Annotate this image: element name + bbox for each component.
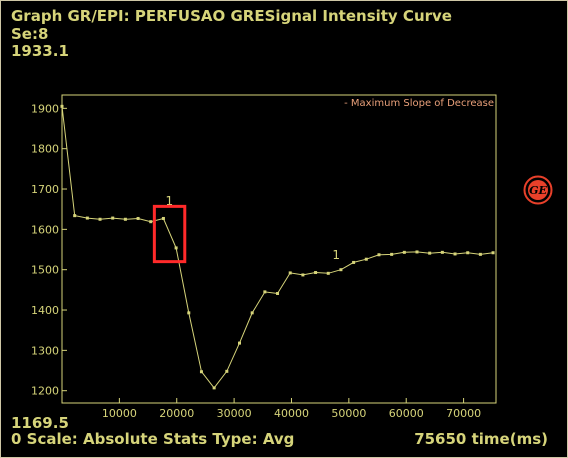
plot-frame — [61, 94, 497, 404]
data-point — [377, 253, 381, 257]
y-tick-label: 1400 — [31, 304, 59, 317]
y-tick-label: 1700 — [31, 183, 59, 196]
data-point — [199, 370, 203, 374]
scale-status-line: 0 Scale: Absolute Stats Type: Avg — [11, 430, 294, 448]
data-point — [276, 291, 280, 295]
x-tick-label: 50000 — [331, 407, 366, 420]
data-point — [314, 271, 318, 275]
data-point — [238, 341, 242, 345]
data-point — [161, 216, 165, 220]
series-label: Se:8 — [11, 25, 49, 43]
data-point — [288, 271, 292, 275]
data-point — [136, 216, 140, 220]
data-point — [60, 104, 64, 108]
data-point — [390, 252, 394, 256]
x-tick-label: 30000 — [217, 407, 252, 420]
data-point — [73, 214, 77, 218]
data-point — [123, 217, 127, 221]
y-tick-label: 1300 — [31, 344, 59, 357]
data-point — [339, 268, 343, 272]
scale-prefix: 0 Scale: — [11, 430, 78, 448]
ge-logo-icon: GE — [523, 175, 553, 205]
data-point — [440, 250, 444, 254]
data-point — [111, 216, 115, 220]
svg-text:GE: GE — [529, 184, 547, 197]
data-point — [352, 260, 356, 264]
data-point — [415, 250, 419, 254]
data-point — [402, 250, 406, 254]
series-line — [61, 106, 494, 389]
graph-title: Graph GR/EPI: PERFUSAO GRESignal Intensi… — [11, 7, 452, 25]
max-slope-highlight-box — [152, 204, 187, 264]
top-value: 1933.1 — [11, 42, 69, 60]
data-point — [174, 246, 178, 250]
legend-entry: - Maximum Slope of Decrease — [344, 98, 494, 109]
x-tick-label: 60000 — [389, 407, 424, 420]
y-tick-label: 1600 — [31, 223, 59, 236]
data-point — [301, 273, 305, 277]
data-point — [364, 257, 368, 261]
stats-value: Avg — [262, 430, 295, 448]
annotation-label: 1 — [332, 248, 340, 262]
data-point — [491, 251, 495, 255]
data-point — [263, 290, 267, 294]
data-point — [428, 251, 432, 255]
stats-prefix: Stats Type: — [163, 430, 258, 448]
data-point — [478, 252, 482, 256]
data-point — [85, 216, 89, 220]
annotation-label: 1 — [165, 194, 173, 208]
time-value: 75650 — [414, 430, 467, 448]
data-point — [453, 252, 457, 256]
x-tick-label: 20000 — [159, 407, 194, 420]
x-tick-label: 10000 — [102, 407, 137, 420]
data-point — [149, 220, 153, 224]
data-point — [225, 369, 229, 373]
data-point — [98, 217, 102, 221]
y-tick-label: 1200 — [31, 385, 59, 398]
data-point — [326, 271, 330, 275]
time-readout: 75650 time(ms) — [414, 430, 548, 448]
bottom-value: 1169.5 — [11, 414, 69, 432]
data-point — [187, 311, 191, 315]
y-tick-label: 1500 — [31, 264, 59, 277]
x-tick-label: 40000 — [274, 407, 309, 420]
data-point — [250, 311, 254, 315]
y-tick-label: 1900 — [31, 102, 59, 115]
scale-value: Absolute — [83, 430, 158, 448]
y-tick-label: 1800 — [31, 143, 59, 156]
time-unit: time(ms) — [471, 430, 548, 448]
data-point — [212, 386, 216, 390]
x-tick-label: 70000 — [446, 407, 481, 420]
data-point — [466, 251, 470, 255]
